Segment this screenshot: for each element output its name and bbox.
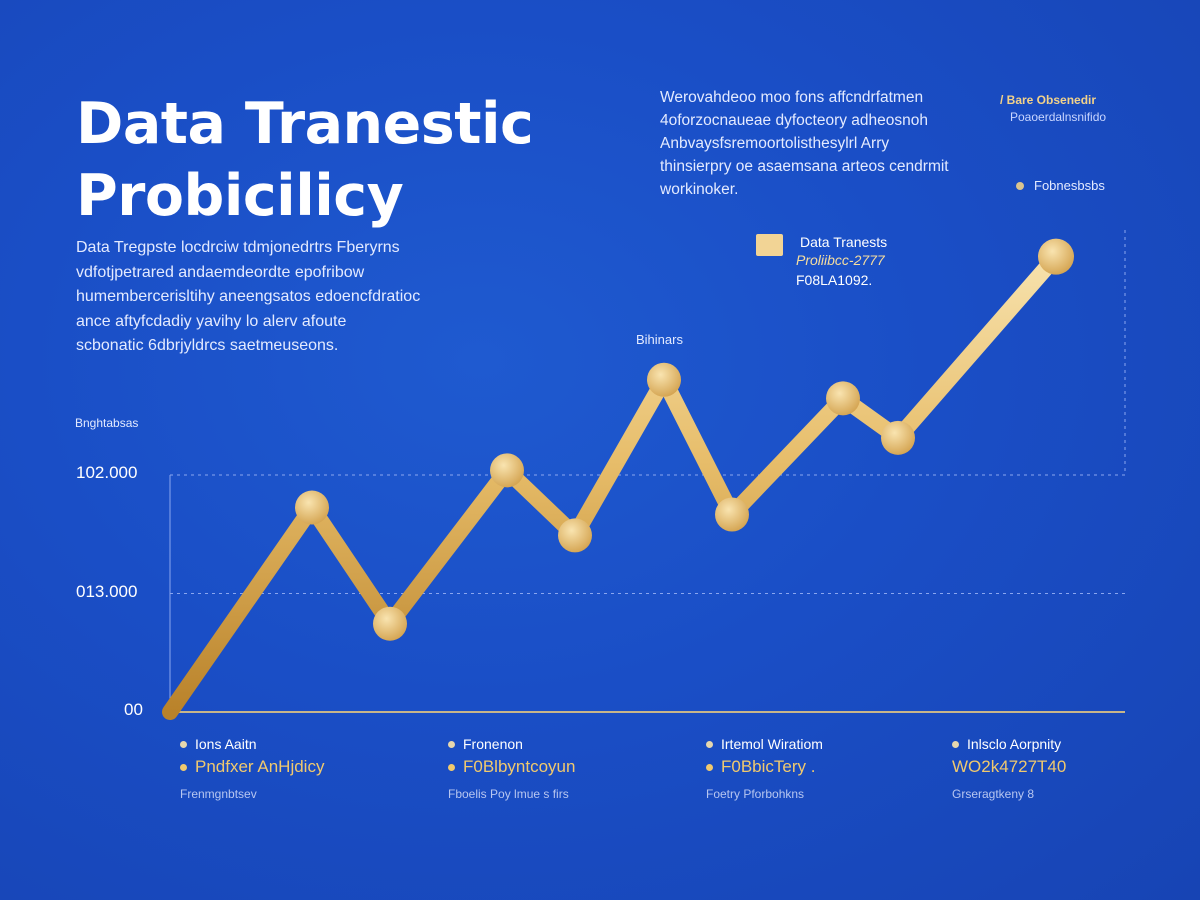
desc-right-line: Werovahdeoo moo fons affcndrfatmen [660, 89, 924, 106]
category-item: Inlsclo Aorpnity WO2k4727T40 Grseragtken… [952, 736, 1066, 801]
top-right-subtitle: Poaoerdalnsnifido [1010, 110, 1107, 124]
bullet-dot-icon [448, 763, 455, 771]
legend-value: Proliibcc-2777 [796, 252, 885, 268]
data-point [881, 420, 915, 455]
data-point [647, 362, 681, 397]
bullet-dot-icon [706, 763, 713, 771]
title-line-1: Data Tranestic [76, 91, 534, 157]
category-value: F0BbicTery . [721, 757, 816, 776]
category-value: F0Blbyntcoyun [463, 757, 576, 776]
desc-right-line: 4oforzocnaueae dyfocteory adheosnoh [660, 112, 929, 129]
category-item: Fronenon F0Blbyntcoyun Fboelis Poy lmue … [448, 736, 575, 801]
bullet-dot-icon [448, 740, 455, 748]
category-label: Inlsclo Aorpnity [967, 736, 1062, 752]
legend-swatch-icon [756, 234, 783, 256]
grid-lines [170, 474, 1125, 594]
chart-title: Data Tranestic Probicilicy [76, 88, 596, 232]
desc-left-line: humembercerisltihy aneengsatos edoencfdr… [76, 288, 421, 305]
category-note: Fboelis Poy lmue s firs [448, 787, 569, 801]
bullet-dot-icon [706, 740, 713, 748]
category-note: Grseragtkeny 8 [952, 787, 1035, 801]
category-note: Frenmgnbtsev [180, 787, 257, 801]
data-point [373, 606, 407, 641]
category-note: Foetry Pforbohkns [706, 787, 805, 801]
category-label: Irtemol Wiratiom [721, 736, 823, 752]
bullet-dot-icon [1016, 182, 1024, 190]
category-item: Irtemol Wiratiom F0BbicTery . Foetry Pfo… [706, 736, 823, 801]
category-value: Pndfxer AnHjdicy [195, 757, 325, 776]
desc-left-line: vdfotjpetrared andaemdeordte epofribow [76, 263, 365, 281]
desc-right-line: Anbvaysfsremoortolisthesylrl Arry [660, 135, 890, 152]
description-left: Data Tregpste locdrciw tdmjonedrtrs Fber… [76, 236, 456, 359]
category-label: Ions Aaitn [195, 736, 257, 752]
desc-left-line: ance aftyfcdadiy yavihy lo alerv afoute [76, 312, 347, 330]
bullet-dot-icon [952, 740, 959, 748]
y-tick-label: 00 [124, 700, 143, 719]
data-point [490, 453, 524, 488]
desc-right-line: thinsierpry oe asaemsana arteos cendrmit [660, 158, 949, 175]
legend-label: Data Tranests [800, 234, 888, 250]
description-right: Werovahdeoo moo fons affcndrfatmen 4ofor… [660, 86, 960, 201]
series-line [162, 248, 1064, 720]
desc-right-line: workinoker. [660, 181, 739, 198]
data-point [826, 381, 860, 416]
bullet-dot-icon [180, 740, 187, 748]
data-point [558, 518, 592, 553]
data-point [715, 497, 749, 532]
data-point [295, 490, 329, 525]
category-value: WO2k4727T40 [952, 757, 1067, 776]
top-right-dot-label: Fobnesbsbs [1034, 178, 1105, 193]
y-tick-label: 102.000 [76, 463, 138, 482]
desc-left-line: scbonatic 6dbrjyldrcs saetmeuseons. [76, 337, 339, 354]
peak-annotation: Bihinars [636, 332, 683, 347]
data-point [1038, 238, 1074, 275]
legend-code: F08LA1092. [796, 272, 873, 288]
bullet-dot-icon [180, 763, 187, 771]
category-item: Ions Aaitn Pndfxer AnHjdicy Frenmgnbtsev [180, 736, 324, 801]
top-right-title: / Bare Obsenedir [1000, 93, 1097, 107]
title-line-2: Probicilicy [76, 163, 404, 229]
y-tick-label: 013.000 [76, 582, 138, 601]
desc-left-line: Data Tregpste locdrciw tdmjonedrtrs Fber… [76, 239, 400, 256]
y-axis-label: Bnghtabsas [75, 416, 139, 430]
category-label: Fronenon [463, 736, 523, 752]
